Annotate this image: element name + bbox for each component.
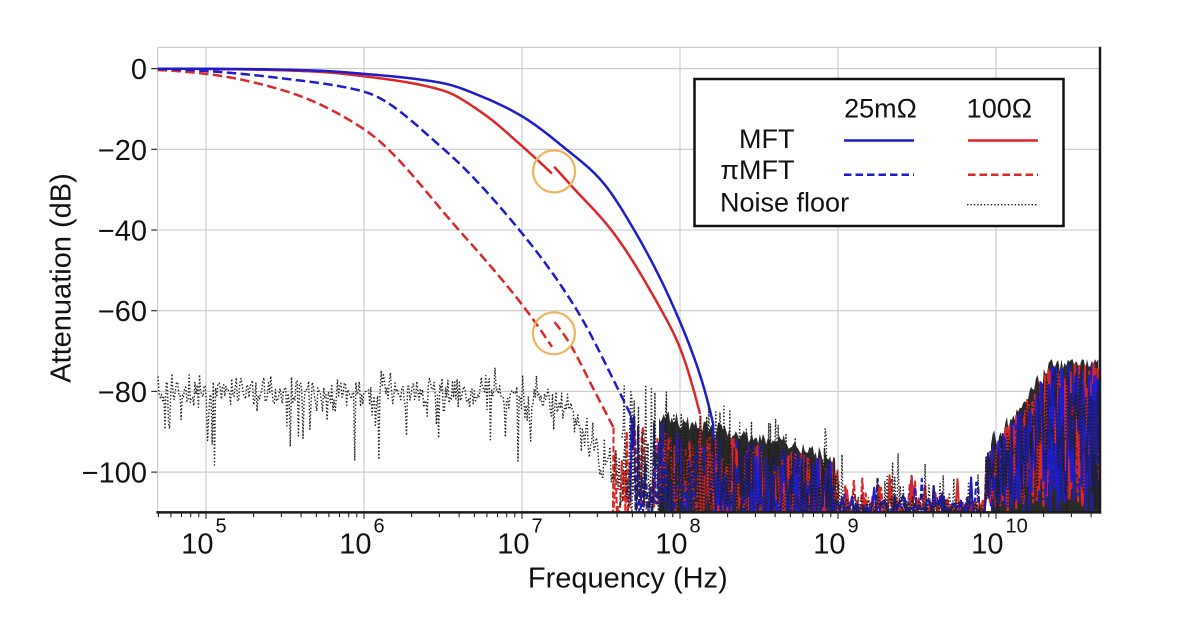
svg-text:10: 10 [181,529,213,561]
svg-text:πMFT: πMFT [720,155,794,185]
svg-text:9: 9 [848,516,859,538]
svg-text:8: 8 [690,516,701,538]
svg-text:−100: −100 [82,458,147,490]
svg-text:10: 10 [971,529,1003,561]
svg-text:100Ω: 100Ω [967,94,1032,124]
svg-text:10: 10 [1006,516,1028,538]
svg-text:10: 10 [655,529,687,561]
svg-text:−20: −20 [98,135,147,167]
svg-text:−60: −60 [98,296,147,328]
svg-text:0: 0 [131,54,147,86]
svg-text:MFT: MFT [739,124,794,154]
svg-text:−40: −40 [98,216,147,248]
svg-text:5: 5 [216,516,227,538]
svg-text:Attenuation (dB): Attenuation (dB) [46,173,78,383]
svg-text:Frequency (Hz): Frequency (Hz) [528,563,728,595]
svg-text:10: 10 [813,529,845,561]
svg-text:−80: −80 [98,377,147,409]
svg-text:Noise floor: Noise floor [720,188,849,218]
svg-text:10: 10 [497,529,529,561]
svg-text:10: 10 [339,529,371,561]
svg-text:7: 7 [532,516,543,538]
svg-text:6: 6 [374,516,385,538]
svg-text:25mΩ: 25mΩ [844,94,917,124]
